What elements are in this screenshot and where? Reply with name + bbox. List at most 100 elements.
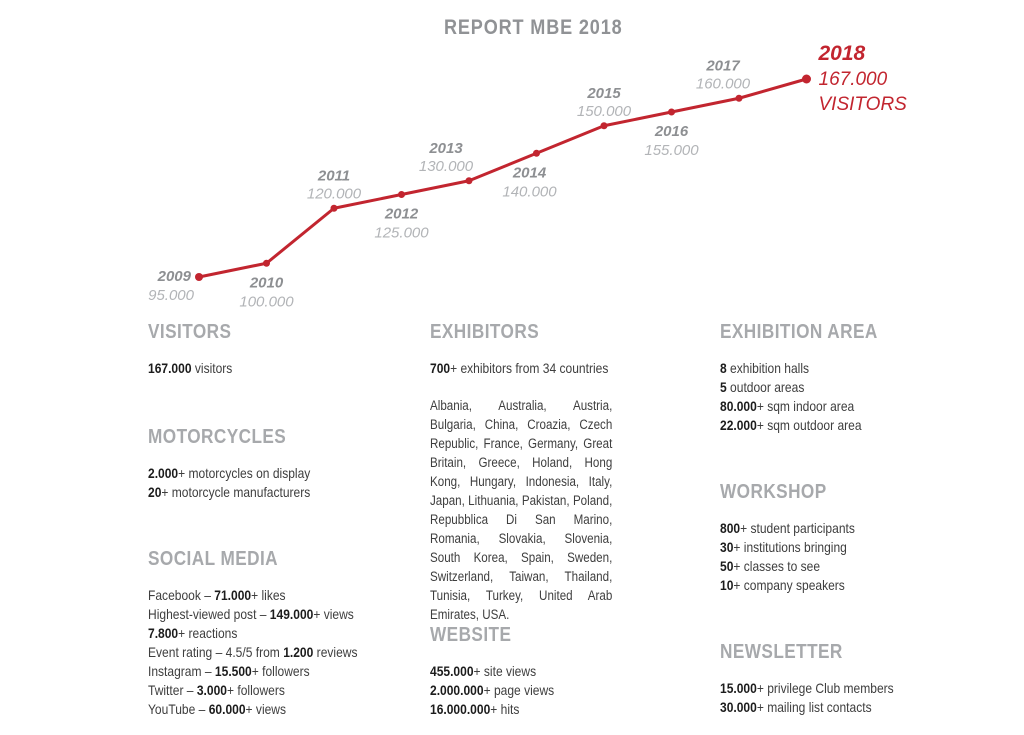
stat-text: Twitter – xyxy=(148,682,197,698)
section-heading-exhibitors: EXHIBITORS xyxy=(430,321,540,343)
stat-value: 1.200 xyxy=(283,644,314,660)
stat-text: + views xyxy=(313,606,354,622)
stat-line: 30.000+ mailing list contacts xyxy=(720,698,978,717)
stat-line: 2.000+ motorcycles on display xyxy=(148,464,406,483)
value-label: 120.000 xyxy=(307,185,362,202)
stat-value: 16.000.000 xyxy=(430,701,491,717)
data-point-marker xyxy=(668,108,675,116)
stat-line: 5 outdoor areas xyxy=(720,378,978,397)
section-heading-newsletter: NEWSLETTER xyxy=(720,641,843,663)
value-label: 140.000 xyxy=(502,183,557,200)
stat-text: YouTube – xyxy=(148,701,209,717)
data-point-marker xyxy=(735,94,743,102)
page-title: REPORT MBE 2018 xyxy=(444,16,623,39)
section-social-media: SOCIAL MEDIA Facebook – 71.000+ likes Hig… xyxy=(148,549,406,719)
value-label: 130.000 xyxy=(419,158,474,175)
year-label: 2016 xyxy=(654,123,689,140)
visitors-label: VISITORS xyxy=(819,94,908,115)
value-label: 125.000 xyxy=(374,225,429,242)
stat-line: Facebook – 71.000+ likes xyxy=(148,586,406,605)
value-label: 150.000 xyxy=(577,103,632,120)
year-label: 2015 xyxy=(586,85,621,102)
stat-text: + followers xyxy=(226,682,285,698)
year-label: 2013 xyxy=(428,140,463,157)
stat-line: 15.000+ privilege Club members xyxy=(720,679,978,698)
section-heading-visitors: VISITORS xyxy=(148,321,232,343)
stat-value: 30.000 xyxy=(720,699,757,715)
website-stats: 455.000+ site views 2.000.000+ page views… xyxy=(430,662,688,719)
stat-line: 167.000 visitors xyxy=(148,359,406,378)
newsletter-stats: 15.000+ privilege Club members 30.000+ ma… xyxy=(720,679,978,717)
stat-line: 50+ classes to see xyxy=(720,557,978,576)
section-heading-social-media: SOCIAL MEDIA xyxy=(148,548,279,570)
stat-text: + motorcycles on display xyxy=(178,465,311,481)
stat-value: 700 xyxy=(430,360,451,376)
stat-value: 71.000 xyxy=(214,587,252,603)
section-heading-motorcycles: MOTORCYCLES xyxy=(148,426,287,448)
stat-text: visitors xyxy=(191,360,233,376)
section-heading-exhibition-area: EXHIBITION AREA xyxy=(720,321,878,343)
stat-line: YouTube – 60.000+ views xyxy=(148,700,406,719)
stat-value: 5 xyxy=(720,379,727,395)
year-label: 2012 xyxy=(384,206,419,223)
stat-text: Facebook – xyxy=(148,587,215,603)
data-point-marker xyxy=(398,191,405,198)
section-motorcycles: MOTORCYCLES 2.000+ motorcycles on displa… xyxy=(148,427,406,502)
year-label: 2009 xyxy=(157,268,192,285)
stat-line: 800+ student participants xyxy=(720,519,978,538)
stat-line: 7.800+ reactions xyxy=(148,624,406,643)
data-point-marker xyxy=(465,177,473,185)
stat-value: 167.000 xyxy=(148,360,192,376)
stat-text: + hits xyxy=(490,701,520,717)
section-heading-website: WEBSITE xyxy=(430,624,512,646)
stat-line: Twitter – 3.000+ followers xyxy=(148,681,406,700)
section-exhibitors: EXHIBITORS 700+ exhibitors from 34 count… xyxy=(430,322,688,624)
stat-value: 80.000 xyxy=(720,398,757,414)
stat-value: 50 xyxy=(720,558,734,574)
stat-line: 700+ exhibitors from 34 countries xyxy=(430,359,688,378)
stat-line: 8 exhibition halls xyxy=(720,359,978,378)
stat-value: 2.000 xyxy=(148,465,179,481)
stat-text: + reactions xyxy=(178,625,238,641)
stat-value: 15.500 xyxy=(214,663,252,679)
value-label: 155.000 xyxy=(644,142,699,159)
trend-line xyxy=(198,77,807,279)
stat-line: 22.000+ sqm outdoor area xyxy=(720,416,978,435)
stat-value: 30 xyxy=(720,539,734,555)
section-visitors: VISITORS 167.000 visitors xyxy=(148,322,406,378)
stat-text: Instagram – xyxy=(148,663,215,679)
stat-text: + page views xyxy=(483,682,555,698)
stat-value: 7.800 xyxy=(148,625,179,641)
section-heading-workshop: WORKSHOP xyxy=(720,481,827,503)
stat-text: + classes to see xyxy=(733,558,821,574)
stat-line: Instagram – 15.500+ followers xyxy=(148,662,406,681)
year-label: 2011 xyxy=(317,167,350,184)
stat-line: 16.000.000+ hits xyxy=(430,700,688,719)
stat-value: 22.000 xyxy=(720,417,757,433)
stat-text: + privilege Club members xyxy=(756,680,894,696)
value-label: 95.000 xyxy=(148,287,195,304)
stat-line: 10+ company speakers xyxy=(720,576,978,595)
stat-text: + views xyxy=(245,701,287,717)
stat-text: + followers xyxy=(251,663,310,679)
year-label: 2017 xyxy=(705,57,740,74)
data-point-marker xyxy=(195,273,203,281)
stat-value: 15.000 xyxy=(720,680,757,696)
exhibitor-countries: Albania, Australia, Austria, Bulgaria, C… xyxy=(430,398,613,622)
year-label: 2010 xyxy=(249,274,284,291)
stat-text: + company speakers xyxy=(733,577,845,593)
stat-line: 2.000.000+ page views xyxy=(430,681,688,700)
stat-text: Event rating – 4.5/5 from xyxy=(148,644,284,660)
data-point-marker xyxy=(802,74,811,84)
stat-line: 455.000+ site views xyxy=(430,662,688,681)
data-point-marker xyxy=(330,204,338,212)
workshop-stats: 800+ student participants 30+ institution… xyxy=(720,519,978,595)
value-label: 160.000 xyxy=(696,75,751,92)
stat-value: 2.000.000 xyxy=(430,682,484,698)
stat-text: + mailing list contacts xyxy=(756,699,872,715)
section-exhibition-area: EXHIBITION AREA 8 exhibition halls 5 outd… xyxy=(720,322,978,435)
stat-line: Event rating – 4.5/5 from 1.200 reviews xyxy=(148,643,406,662)
stat-text: + site views xyxy=(473,663,537,679)
social-media-stats: Facebook – 71.000+ likes Highest-viewed p… xyxy=(148,586,406,719)
